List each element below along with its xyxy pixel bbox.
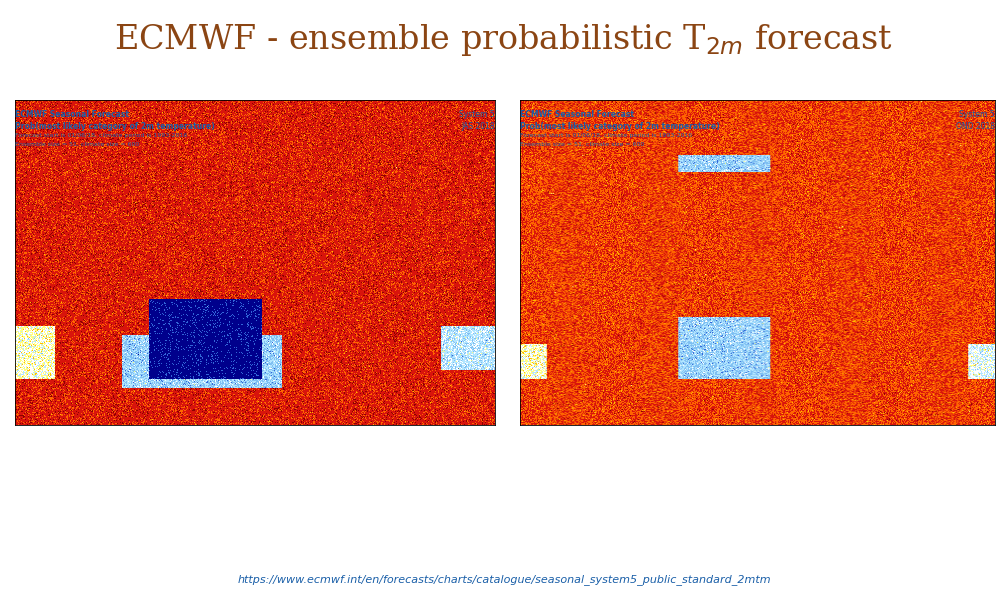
Text: Ensemble size = 51, climate size = 600: Ensemble size = 51, climate size = 600 <box>15 142 139 147</box>
Text: System 5: System 5 <box>460 110 495 119</box>
Text: Ensemble size = 51, climate size = 600: Ensemble size = 51, climate size = 600 <box>520 142 644 147</box>
Text: https://www.ecmwf.int/en/forecasts/charts/catalogue/seasonal_system5_public_stan: https://www.ecmwf.int/en/forecasts/chart… <box>237 575 771 586</box>
Text: ECMWF - ensemble probabilistic T$_{2m}$ forecast: ECMWF - ensemble probabilistic T$_{2m}$ … <box>115 22 893 58</box>
Text: Prob(most likely category of 2m temperature): Prob(most likely category of 2m temperat… <box>15 122 215 131</box>
Text: ECMWF Seasonal Forecast: ECMWF Seasonal Forecast <box>15 110 129 119</box>
Text: Forecast start is 01/06/18, climate period is 1993-2016: Forecast start is 01/06/18, climate peri… <box>15 133 187 138</box>
Text: Forecast start is 01/06/18, climate period is 1993-2016: Forecast start is 01/06/18, climate peri… <box>520 133 692 138</box>
Text: JAS 2018: JAS 2018 <box>462 122 495 131</box>
Text: OND 2018: OND 2018 <box>956 122 995 131</box>
Text: ECMWF Seasonal Forecast: ECMWF Seasonal Forecast <box>520 110 634 119</box>
Text: System 5: System 5 <box>960 110 995 119</box>
Text: Prob(most likely category of 2m temperature): Prob(most likely category of 2m temperat… <box>520 122 720 131</box>
